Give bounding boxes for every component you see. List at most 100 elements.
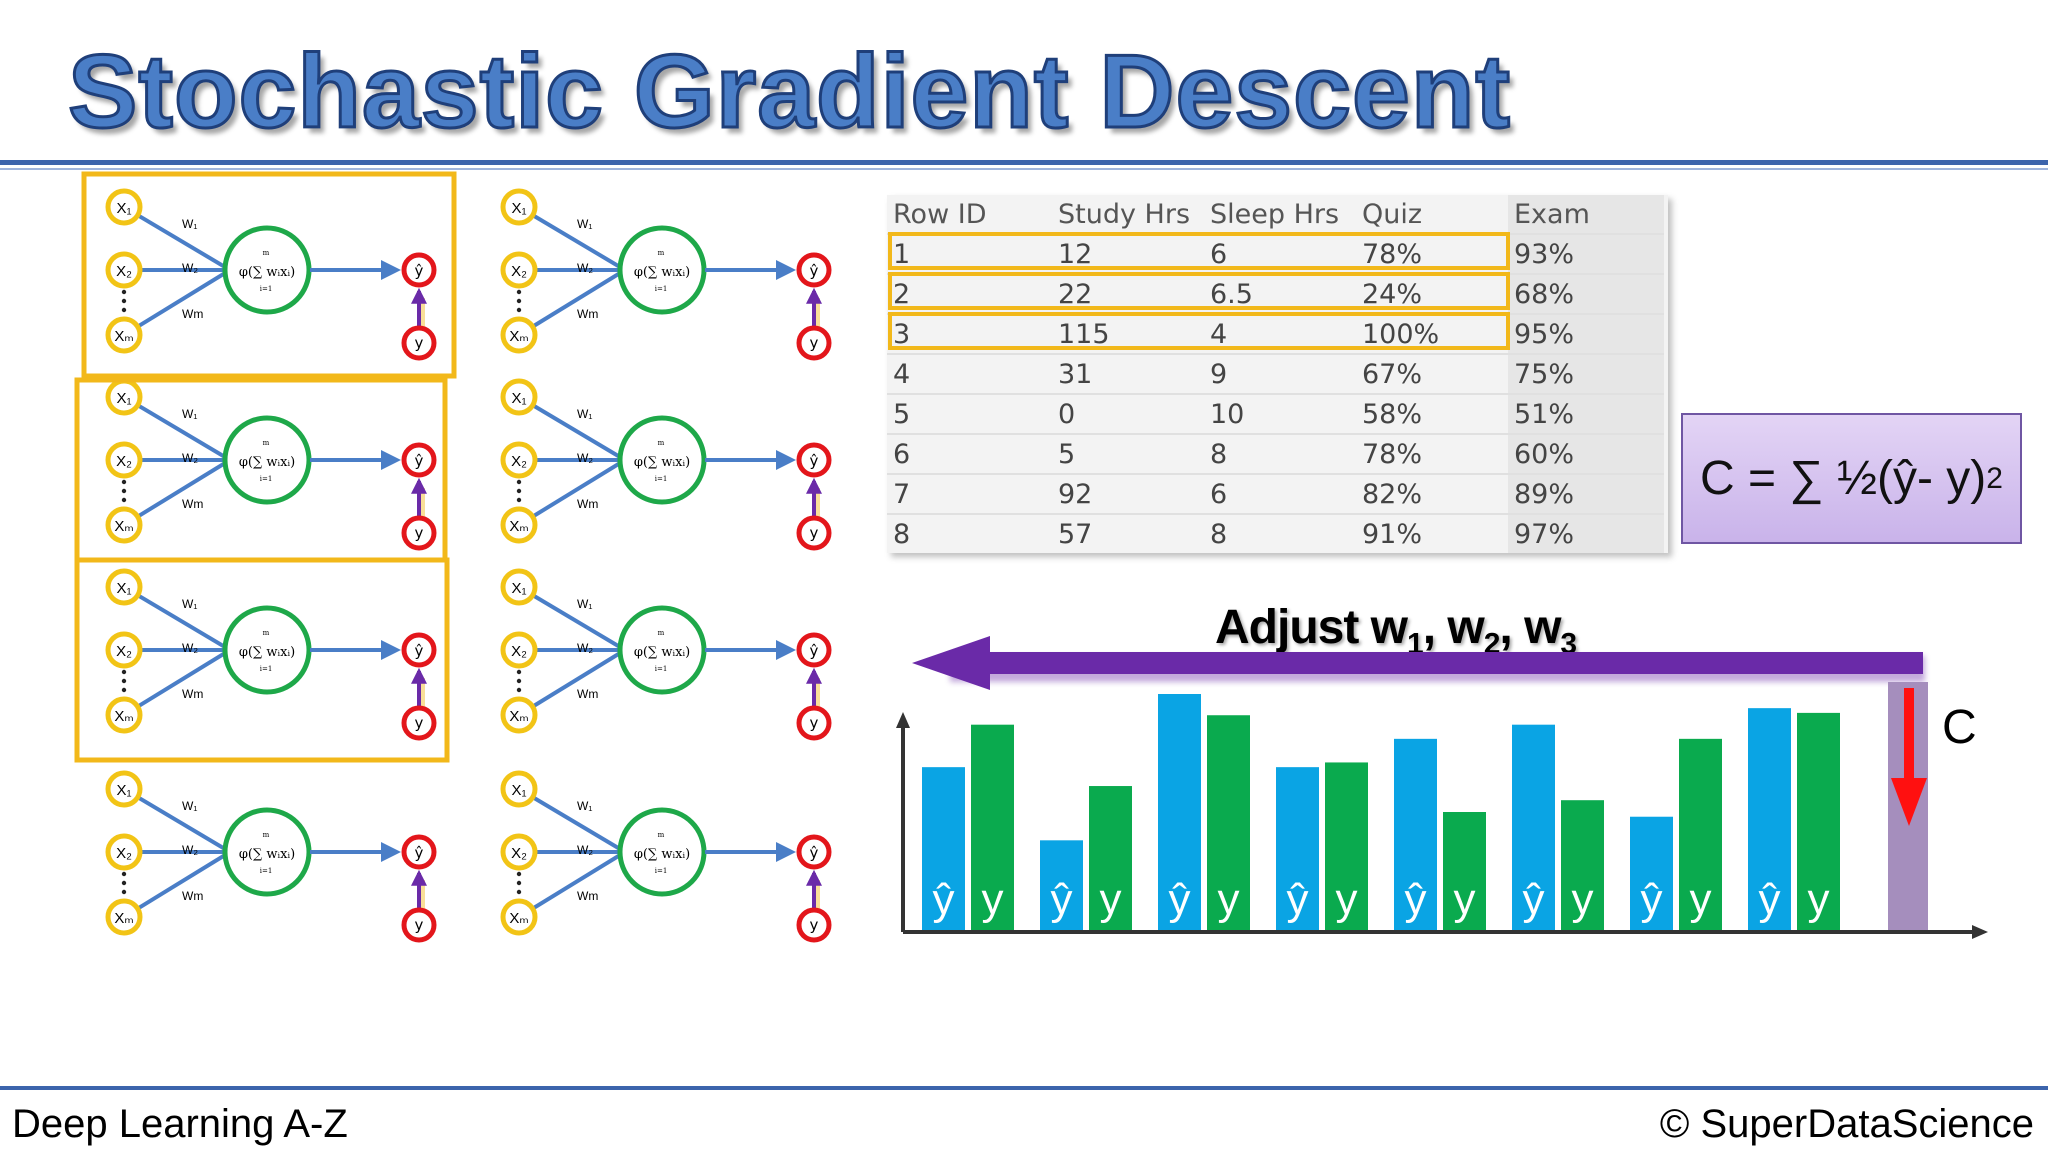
ellipsis-dot <box>121 488 127 494</box>
sum-upper-limit: m <box>263 249 270 257</box>
input-node <box>500 506 538 544</box>
input-node <box>500 898 538 936</box>
neural-network: X₁ X₂ Xₘ W₁ W₂ Wm φ(∑ wᵢxᵢ) m i=1 ŷ y <box>500 378 832 551</box>
output-node <box>401 252 437 288</box>
actual-label: y <box>810 334 819 352</box>
table-cell: 6 <box>887 433 1052 474</box>
actual-bar <box>1325 762 1368 930</box>
sum-upper-limit: m <box>658 439 665 447</box>
input-node <box>105 898 143 936</box>
table-cell: 8 <box>1204 433 1356 474</box>
ellipsis-dot <box>121 871 127 877</box>
output-label: ŷ <box>415 262 424 280</box>
ellipsis-dot <box>516 298 522 304</box>
actual-bar <box>1443 812 1486 930</box>
actual-node <box>796 515 832 551</box>
input-node <box>105 696 143 734</box>
neural-network: X₁ X₂ Xₘ W₁ W₂ Wm φ(∑ wᵢxᵢ) m i=1 ŷ y <box>500 188 832 361</box>
synapse-line <box>517 395 627 462</box>
weight-label: W₂ <box>182 261 198 275</box>
weight-label: W₁ <box>577 407 592 421</box>
prediction-bar <box>1512 724 1555 930</box>
weight-label: Wm <box>182 497 203 511</box>
input-node <box>500 770 538 808</box>
adjust-weights-label: Adjust w1, w2, w3 <box>1215 601 1577 661</box>
ellipsis-dot <box>516 678 522 684</box>
activation-function: φ(∑ wᵢxᵢ) <box>239 847 295 862</box>
ellipsis-dot <box>516 497 522 503</box>
table-row: 4 31 9 67% 75% <box>887 353 1664 394</box>
input-node <box>500 631 538 669</box>
input-node <box>105 441 143 479</box>
sum-upper-limit: m <box>658 629 665 637</box>
input-label: X₁ <box>116 390 131 407</box>
ellipsis-dot <box>121 678 127 684</box>
prediction-bar-label: ŷ <box>1641 875 1663 924</box>
column-header: Study Hrs <box>1058 198 1191 230</box>
sum-lower-limit: i=1 <box>260 665 273 673</box>
neuron-node <box>617 605 707 695</box>
input-node <box>500 696 538 734</box>
activation-function: φ(∑ wᵢxᵢ) <box>239 265 295 280</box>
column-header: Sleep Hrs <box>1210 198 1340 230</box>
table-cell: 7 <box>887 473 1052 514</box>
weight-label: W₂ <box>577 843 593 857</box>
copyright: © SuperDataScience <box>1659 1102 2034 1146</box>
prediction-bar-label: ŷ <box>1287 875 1309 924</box>
table-cell: 82% <box>1356 473 1508 514</box>
input-label: Xₘ <box>114 708 133 725</box>
sum-upper-limit: m <box>263 629 270 637</box>
synapse-line <box>517 850 627 919</box>
sum-lower-limit: i=1 <box>655 867 668 875</box>
prediction-bar-label: ŷ <box>1759 875 1781 924</box>
input-node <box>105 631 143 669</box>
prediction-bar <box>1748 708 1791 930</box>
neuron-node <box>222 415 312 505</box>
input-node <box>500 441 538 479</box>
prediction-bar <box>1394 738 1437 930</box>
output-node <box>401 442 437 478</box>
column-header: Exam <box>1508 195 1664 234</box>
table-cell: 60% <box>1508 433 1664 474</box>
weight-label: W₁ <box>577 597 592 611</box>
weight-label: Wm <box>182 889 203 903</box>
ellipsis-dot <box>121 687 127 693</box>
activation-function: φ(∑ wᵢxᵢ) <box>634 645 690 660</box>
actual-label: y <box>415 916 424 934</box>
output-label: ŷ <box>415 642 424 660</box>
sum-lower-limit: i=1 <box>260 475 273 483</box>
ellipsis-dot <box>121 298 127 304</box>
sum-lower-limit: i=1 <box>655 285 668 293</box>
actual-node <box>401 515 437 551</box>
sum-upper-limit: m <box>263 439 270 447</box>
weight-label: W₁ <box>577 217 592 231</box>
actual-bar-label: y <box>1808 875 1830 924</box>
actual-bar <box>1679 738 1722 930</box>
actual-label: y <box>415 524 424 542</box>
neuron-node <box>617 807 707 897</box>
input-label: Xₘ <box>509 708 528 725</box>
ellipsis-dot <box>516 488 522 494</box>
table-cell: 10 <box>1204 393 1356 434</box>
weight-label: Wm <box>577 497 598 511</box>
actual-node <box>401 325 437 361</box>
table-header-row: Row ID Study Hrs Sleep Hrs Quiz Exam <box>887 195 1664 234</box>
ellipsis-dot <box>121 889 127 895</box>
input-node <box>105 770 143 808</box>
neuron-node <box>617 225 707 315</box>
table-cell: 6 <box>1204 473 1356 514</box>
synapse-line <box>122 648 232 717</box>
table-cell: 67% <box>1356 353 1508 394</box>
input-node <box>105 833 143 871</box>
actual-bar-label: y <box>1336 875 1358 924</box>
activation-function: φ(∑ wᵢxᵢ) <box>634 265 690 280</box>
synapse-line <box>517 585 627 652</box>
comparison-glow <box>418 488 425 520</box>
prediction-bar-label: ŷ <box>933 875 955 924</box>
synapse-line <box>517 787 627 854</box>
ellipsis-dot <box>516 307 522 313</box>
ellipsis-dot <box>121 289 127 295</box>
neuron-node <box>222 225 312 315</box>
ellipsis-dot <box>516 479 522 485</box>
output-node <box>401 834 437 870</box>
